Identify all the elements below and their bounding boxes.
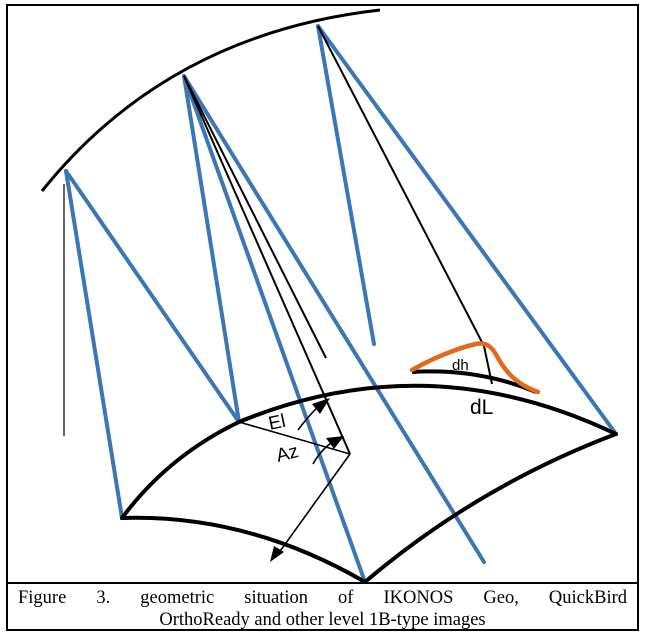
ray-2a	[182, 74, 241, 424]
north-arrow-head	[270, 546, 284, 562]
geometry-diagram: El Az dh dL	[40, 8, 618, 582]
ground-front-edge	[237, 383, 618, 436]
caption-line-1: Figure 3. geometric situation of IKONOS …	[18, 588, 627, 608]
azimuth-label: Az	[274, 441, 301, 467]
elevation-arrow-head	[312, 398, 330, 414]
ray-3c	[182, 74, 486, 564]
north-line	[277, 453, 351, 555]
azimuth-arrow-head	[326, 436, 344, 449]
view-line-2	[183, 75, 351, 455]
azimuth-line	[238, 421, 351, 455]
ray-3a	[316, 24, 376, 346]
ray-2b	[182, 74, 367, 582]
figure-caption: Figure 3. geometric situation of IKONOS …	[8, 582, 637, 630]
figure-frame: El Az dh dL Figure 3. geometric situatio…	[6, 4, 639, 631]
view-line-3	[317, 25, 485, 347]
view-lines	[183, 25, 493, 455]
relief-profile	[409, 341, 541, 395]
height-difference-label: dh	[452, 357, 469, 374]
elevation-label: El	[267, 411, 288, 435]
ground-left-edge	[120, 420, 241, 520]
ground-right-edge	[363, 432, 618, 582]
angle-construction	[238, 401, 351, 555]
ray-1b	[64, 169, 241, 424]
orbit-arc	[40, 8, 381, 192]
displacement-label: dL	[470, 396, 493, 419]
view-line-1	[183, 75, 327, 359]
caption-line-2: OrthoReady and other level 1B-type image…	[159, 610, 486, 630]
ray-3b	[316, 24, 618, 436]
ground-surface	[120, 383, 618, 582]
ground-back-edge	[120, 515, 367, 582]
ray-1a	[64, 169, 124, 520]
projection-rays	[64, 24, 618, 582]
